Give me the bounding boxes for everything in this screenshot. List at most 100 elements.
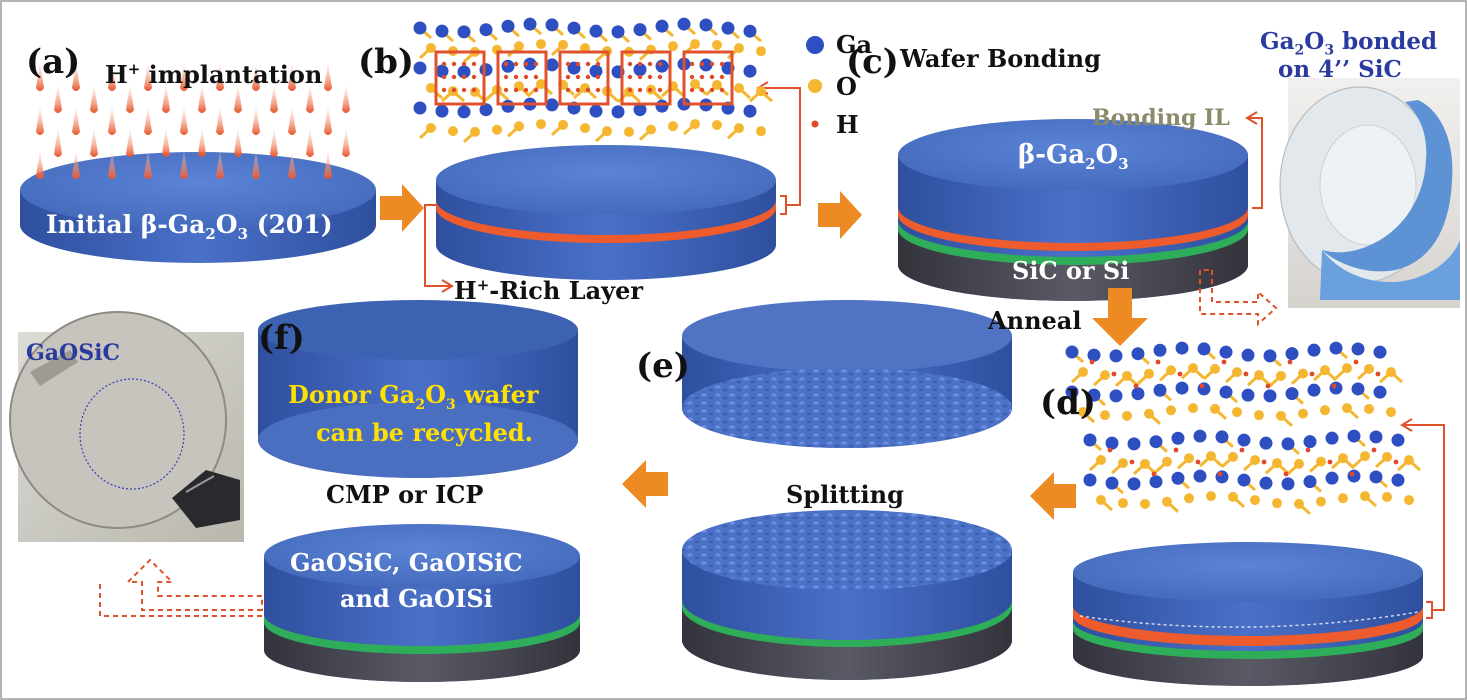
wafer-c — [898, 119, 1248, 301]
legend-ga-label: Ga — [836, 30, 873, 59]
ion-spike — [36, 150, 44, 179]
wafer-f-donor — [258, 300, 578, 478]
ion-spike — [162, 128, 170, 157]
implant-spikes — [36, 62, 350, 179]
crystal-lattice-d-upper — [1065, 341, 1404, 427]
ion-spike — [198, 84, 206, 113]
cmp-icp-label: CMP or ICP — [326, 480, 484, 509]
arrow-d-e — [1030, 472, 1076, 520]
panel-label-f: (f) — [258, 318, 305, 358]
ion-spike — [270, 128, 278, 157]
ion-spike — [162, 84, 170, 113]
panel-label-e: (e) — [636, 346, 690, 386]
splitting-label: Splitting — [786, 480, 904, 509]
ion-spike — [90, 84, 98, 113]
wafer-b — [436, 145, 776, 280]
ion-spike — [180, 150, 188, 179]
bonding-il-label: Bonding IL — [1092, 105, 1230, 131]
ion-spike — [180, 62, 188, 91]
wafer-bonding-title: Wafer Bonding — [900, 44, 1101, 73]
panel-label-d: (d) — [1040, 383, 1096, 423]
ion-spike — [288, 150, 296, 179]
ion-spike — [234, 84, 242, 113]
ion-spike — [108, 150, 116, 179]
crystal-lattice-d-lower — [1083, 429, 1422, 515]
h-rich-layer-caption: H+-Rich Layer — [454, 276, 643, 305]
ion-spike — [288, 62, 296, 91]
arrow-a-b — [380, 184, 424, 232]
crystal-lattice-b — [413, 17, 774, 144]
ion-spike — [252, 62, 260, 91]
panel-label-a: (a) — [26, 42, 81, 82]
gaosic-photo-label: GaOSiC — [26, 340, 120, 366]
donor-wafer-text: Donor Ga2O3 wafer — [288, 380, 539, 413]
wafer-f-products — [264, 524, 580, 682]
ion-spike — [108, 106, 116, 135]
dashed-arrow-to-photo — [1199, 269, 1278, 327]
ion-spike — [324, 62, 332, 91]
legend-ga-dot — [806, 36, 824, 54]
ion-spike — [306, 128, 314, 157]
legend-o-dot — [808, 79, 822, 93]
ion-spike — [288, 106, 296, 135]
ion-spike — [324, 150, 332, 179]
ion-spike — [216, 150, 224, 179]
ion-spike — [342, 84, 350, 113]
ion-spike — [198, 128, 206, 157]
ion-spike — [144, 62, 152, 91]
ion-spike — [90, 128, 98, 157]
dashed-arrow-to-gaosic — [125, 558, 263, 611]
arrow-b-c — [818, 191, 862, 239]
ion-spike — [36, 106, 44, 135]
products-line1: GaOSiC, GaOISiC — [290, 548, 523, 577]
bracket-c — [1245, 111, 1263, 209]
ion-spike — [306, 84, 314, 113]
ion-spike — [126, 128, 134, 157]
legend-h-dot — [811, 120, 819, 128]
ion-spike — [72, 62, 80, 91]
wafer-e-top — [682, 300, 1012, 448]
photo-gaosic — [9, 311, 244, 542]
anneal-label: Anneal — [988, 306, 1082, 335]
panel-label-c: (c) — [846, 42, 899, 82]
ion-spike — [234, 128, 242, 157]
products-line2: and GaOISi — [340, 584, 493, 613]
wafer-e-bottom — [682, 510, 1012, 680]
implantation-caption: H+ implantation — [105, 60, 323, 89]
ion-spike — [72, 150, 80, 179]
initial-wafer-label: Initial β-Ga2O3 (201) — [46, 210, 333, 243]
ion-spike — [126, 84, 134, 113]
ion-spike — [180, 106, 188, 135]
photo-bonded-wafer — [1279, 78, 1460, 308]
ion-spike — [108, 62, 116, 91]
ion-spike — [54, 128, 62, 157]
ion-spike — [216, 62, 224, 91]
ion-spike — [342, 128, 350, 157]
ion-spike — [252, 150, 260, 179]
beta-ga2o3-label: β-Ga2O3 — [1018, 140, 1129, 174]
sic-or-si-label: SiC or Si — [1012, 256, 1130, 285]
ion-spike — [144, 106, 152, 135]
recycled-text: can be recycled. — [316, 418, 533, 447]
wafer-d — [1073, 542, 1423, 686]
legend-h-label: H — [836, 110, 859, 139]
ion-spike — [54, 84, 62, 113]
ion-spike — [36, 62, 44, 91]
ion-spike — [216, 106, 224, 135]
arrow-anneal — [1092, 288, 1148, 346]
arrow-e-f — [622, 460, 668, 508]
ion-spike — [72, 106, 80, 135]
bonded-photo-caption-line1: Ga2O3 bonded — [1260, 28, 1438, 59]
ion-spike — [270, 84, 278, 113]
legend-o-label: O — [836, 72, 857, 101]
panel-label-b: (b) — [358, 42, 414, 82]
ion-spike — [252, 106, 260, 135]
bonded-photo-caption-line2: on 4’’ SiC — [1278, 56, 1402, 83]
legend — [806, 36, 824, 128]
ion-spike — [324, 106, 332, 135]
bracket-d — [1400, 418, 1445, 619]
ion-spike — [144, 150, 152, 179]
